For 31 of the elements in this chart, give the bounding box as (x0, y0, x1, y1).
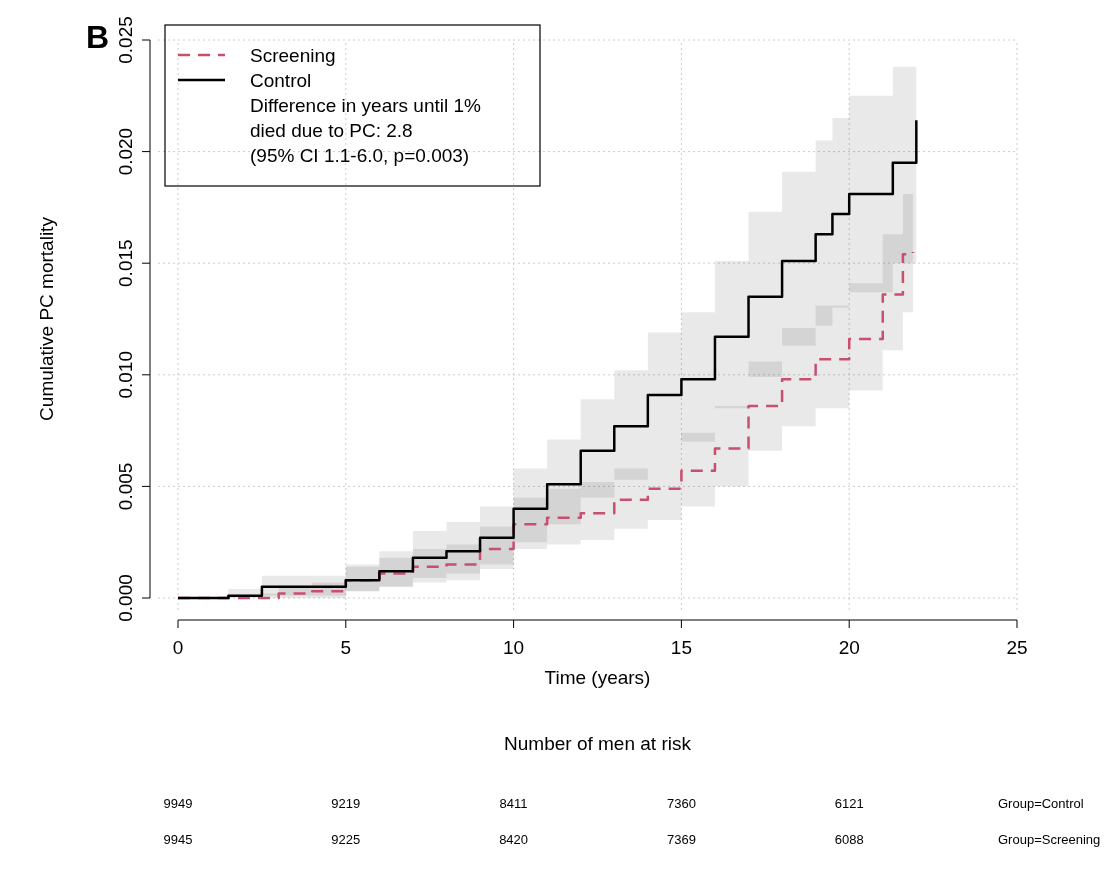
text: 8411 (499, 796, 528, 811)
y-tick-label: 0.025 (115, 16, 136, 64)
y-tick-label: 0.005 (115, 462, 136, 511)
y-tick-label: 0.010 (115, 351, 136, 399)
text: Group=Control (998, 796, 1084, 811)
y-tick-label: 0.000 (115, 574, 136, 622)
x-tick-label: 20 (838, 637, 860, 658)
text: 6121 (834, 796, 864, 811)
x-tick-label: 25 (1006, 637, 1028, 658)
legend-label: Screening (250, 45, 336, 66)
x-tick-label: 15 (670, 637, 692, 658)
y-tick-label: 0.015 (115, 239, 136, 287)
text: Number of men at risk (504, 733, 692, 754)
text: 7369 (666, 832, 696, 847)
legend-label: Control (250, 70, 312, 91)
y-tick-label: 0.020 (115, 127, 136, 176)
text: 9945 (163, 832, 193, 847)
chart-title: B (86, 19, 110, 55)
text: Group=Screening (998, 832, 1101, 847)
x-tick-label: 5 (340, 637, 352, 658)
text: 8420 (499, 832, 529, 847)
x-axis-title: Time (years) (544, 667, 651, 688)
text: 6088 (834, 832, 864, 847)
x-tick-label: 0 (172, 637, 184, 658)
text: 9219 (331, 796, 361, 811)
text: 9225 (331, 832, 361, 847)
y-axis-title: Cumulative PC mortality (36, 216, 57, 421)
annotation: Difference in years until 1% died due to PC: 2.8 (95% CI 1.1-6.0, p=0.003) (250, 95, 482, 166)
text: 9949 (163, 796, 193, 811)
text: 7360 (666, 796, 696, 811)
x-tick-label: 10 (503, 637, 525, 658)
